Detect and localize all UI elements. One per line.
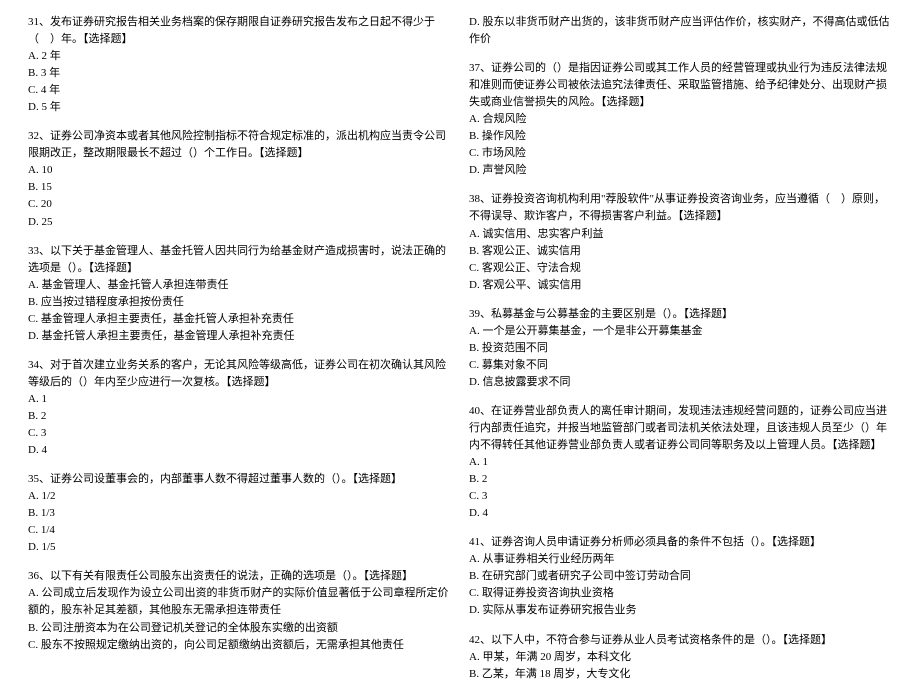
- question: 37、证券公司的（）是指因证券公司或其工作人员的经营管理或执业行为违反法律法规和…: [469, 60, 892, 179]
- question-option: C. 募集对象不同: [469, 357, 892, 374]
- question-option: C. 3: [28, 425, 451, 442]
- question-option: D. 声誉风险: [469, 162, 892, 179]
- question-option: B. 1/3: [28, 505, 451, 522]
- question-option: C. 股东不按照规定缴纳出资的，向公司足额缴纳出资额后，无需承担其他责任: [28, 637, 451, 654]
- question-stem: 42、以下人中，不符合参与证券从业人员考试资格条件的是（）。【选择题】: [469, 632, 892, 649]
- question-option: C. 基金管理人承担主要责任，基金托管人承担补充责任: [28, 311, 451, 328]
- question-option: C. 1/4: [28, 522, 451, 539]
- question-option: D. 信息披露要求不同: [469, 374, 892, 391]
- question: 34、对于首次建立业务关系的客户，无论其风险等级高低，证券公司在初次确认其风险等…: [28, 357, 451, 459]
- question: 36、以下有关有限责任公司股东出资责任的说法，正确的选项是（）。【选择题】A. …: [28, 568, 451, 653]
- question-stem: 36、以下有关有限责任公司股东出资责任的说法，正确的选项是（）。【选择题】: [28, 568, 451, 585]
- question-option: B. 操作风险: [469, 128, 892, 145]
- question-option: B. 2: [469, 471, 892, 488]
- question-stem: 41、证券咨询人员申请证券分析师必须具备的条件不包括（）。【选择题】: [469, 534, 892, 551]
- question: 42、以下人中，不符合参与证券从业人员考试资格条件的是（）。【选择题】A. 甲某…: [469, 632, 892, 683]
- question-option: D. 25: [28, 214, 451, 231]
- question-option: D. 4: [469, 505, 892, 522]
- question-option: D. 股东以非货币财产出货的，该非货币财产应当评估作价，核实财产，不得高估或低估…: [469, 14, 892, 48]
- question-option: C. 3: [469, 488, 892, 505]
- question-option: B. 2: [28, 408, 451, 425]
- question-option: D. 客观公平、诚实信用: [469, 277, 892, 294]
- question: D. 股东以非货币财产出货的，该非货币财产应当评估作价，核实财产，不得高估或低估…: [469, 14, 892, 48]
- question-option: C. 客观公正、守法合规: [469, 260, 892, 277]
- question: 38、证券投资咨询机构利用"荐股软件"从事证券投资咨询业务，应当遵循（ ）原则，…: [469, 191, 892, 293]
- question-option: C. 4 年: [28, 82, 451, 99]
- question-stem: 37、证券公司的（）是指因证券公司或其工作人员的经营管理或执业行为违反法律法规和…: [469, 60, 892, 111]
- right-column: D. 股东以非货币财产出货的，该非货币财产应当评估作价，核实财产，不得高估或低估…: [469, 14, 892, 695]
- question-option: A. 从事证券相关行业经历两年: [469, 551, 892, 568]
- question-option: C. 取得证券投资咨询执业资格: [469, 585, 892, 602]
- question-option: B. 3 年: [28, 65, 451, 82]
- question-option: A. 合规风险: [469, 111, 892, 128]
- question-stem: 34、对于首次建立业务关系的客户，无论其风险等级高低，证券公司在初次确认其风险等…: [28, 357, 451, 391]
- left-column: 31、发布证券研究报告相关业务档案的保存期限自证券研究报告发布之日起不得少于（ …: [28, 14, 451, 695]
- question-option: B. 公司注册资本为在公司登记机关登记的全体股东实缴的出资额: [28, 620, 451, 637]
- question: 39、私募基金与公募基金的主要区别是（）。【选择题】A. 一个是公开募集基金，一…: [469, 306, 892, 391]
- question-stem: 40、在证券营业部负责人的离任审计期间，发现违法违规经营问题的，证券公司应当进行…: [469, 403, 892, 454]
- question-option: B. 在研究部门或者研究子公司中签订劳动合同: [469, 568, 892, 585]
- question-stem: 38、证券投资咨询机构利用"荐股软件"从事证券投资咨询业务，应当遵循（ ）原则，…: [469, 191, 892, 225]
- question-option: A. 基金管理人、基金托管人承担连带责任: [28, 277, 451, 294]
- question-option: A. 2 年: [28, 48, 451, 65]
- question-option: B. 乙某，年满 18 周岁，大专文化: [469, 666, 892, 683]
- question-option: A. 1/2: [28, 488, 451, 505]
- question-option: A. 一个是公开募集基金，一个是非公开募集基金: [469, 323, 892, 340]
- question-option: C. 市场风险: [469, 145, 892, 162]
- question-stem: 33、以下关于基金管理人、基金托管人因共同行为给基金财产造成损害时，说法正确的选…: [28, 243, 451, 277]
- question: 31、发布证券研究报告相关业务档案的保存期限自证券研究报告发布之日起不得少于（ …: [28, 14, 451, 116]
- question-option: B. 投资范围不同: [469, 340, 892, 357]
- question: 35、证券公司设董事会的，内部董事人数不得超过董事人数的（）。【选择题】A. 1…: [28, 471, 451, 556]
- question: 32、证券公司净资本或者其他风险控制指标不符合规定标准的，派出机构应当责令公司限…: [28, 128, 451, 230]
- question-option: A. 1: [28, 391, 451, 408]
- question: 40、在证券营业部负责人的离任审计期间，发现违法违规经营问题的，证券公司应当进行…: [469, 403, 892, 522]
- question-option: C. 20: [28, 196, 451, 213]
- question-option: B. 客观公正、诚实信用: [469, 243, 892, 260]
- question: 41、证券咨询人员申请证券分析师必须具备的条件不包括（）。【选择题】A. 从事证…: [469, 534, 892, 619]
- question: 33、以下关于基金管理人、基金托管人因共同行为给基金财产造成损害时，说法正确的选…: [28, 243, 451, 345]
- question-option: A. 公司成立后发现作为设立公司出资的非货币财产的实际价值显著低于公司章程所定价…: [28, 585, 451, 619]
- question-stem: 31、发布证券研究报告相关业务档案的保存期限自证券研究报告发布之日起不得少于（ …: [28, 14, 451, 48]
- question-option: A. 诚实信用、忠实客户利益: [469, 226, 892, 243]
- question-option: B. 应当按过错程度承担按份责任: [28, 294, 451, 311]
- question-option: A. 甲某，年满 20 周岁，本科文化: [469, 649, 892, 666]
- question-option: D. 1/5: [28, 539, 451, 556]
- question-option: D. 基金托管人承担主要责任，基金管理人承担补充责任: [28, 328, 451, 345]
- question-option: D. 实际从事发布证券研究报告业务: [469, 602, 892, 619]
- question-stem: 35、证券公司设董事会的，内部董事人数不得超过董事人数的（）。【选择题】: [28, 471, 451, 488]
- question-stem: 32、证券公司净资本或者其他风险控制指标不符合规定标准的，派出机构应当责令公司限…: [28, 128, 451, 162]
- question-stem: 39、私募基金与公募基金的主要区别是（）。【选择题】: [469, 306, 892, 323]
- question-option: D. 5 年: [28, 99, 451, 116]
- question-option: B. 15: [28, 179, 451, 196]
- question-option: A. 1: [469, 454, 892, 471]
- question-option: D. 4: [28, 442, 451, 459]
- question-option: A. 10: [28, 162, 451, 179]
